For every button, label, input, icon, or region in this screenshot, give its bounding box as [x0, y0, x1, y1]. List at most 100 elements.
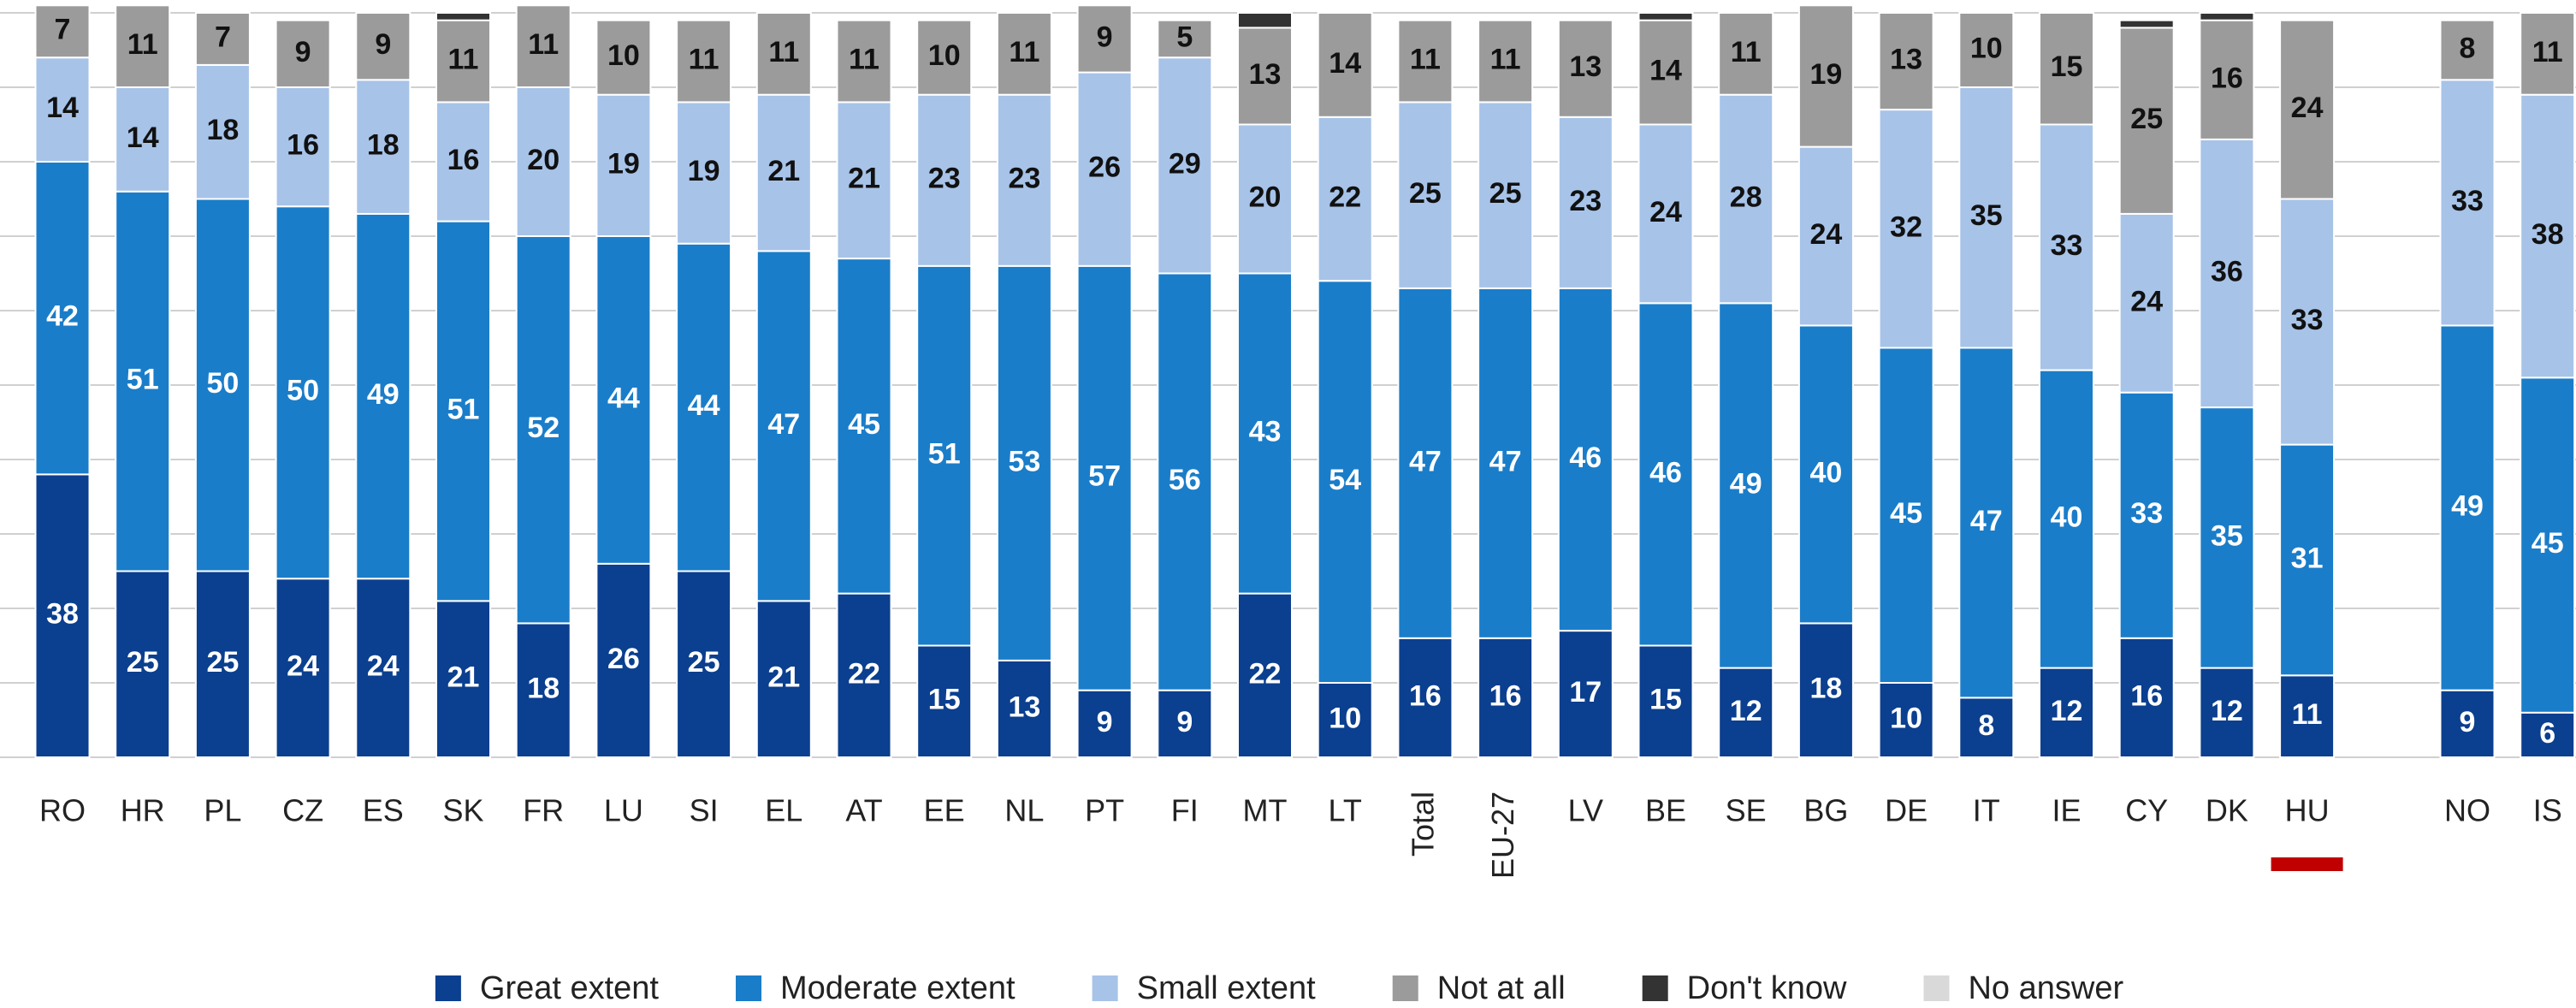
bar-segment [676, 242, 732, 572]
bar-segment [676, 101, 732, 245]
bar-segment [2118, 212, 2175, 394]
bar-segment [2439, 79, 2496, 327]
bar-segment [595, 562, 652, 758]
bar-segment [1076, 264, 1133, 691]
x-tick-label: CY [2125, 793, 2168, 828]
value-label: 20 [527, 144, 560, 176]
bar-segment [1157, 19, 1213, 59]
x-tick-label: NL [1004, 793, 1044, 828]
bar-segment [2279, 443, 2336, 677]
bar-segment [1237, 27, 1293, 126]
bar-segment [2279, 198, 2336, 446]
x-tick-label: ES [363, 793, 404, 828]
legend-label: Small extent [1137, 970, 1317, 1006]
value-label: 6 [2539, 717, 2555, 750]
value-label: 18 [206, 114, 239, 146]
value-label: 25 [2130, 103, 2163, 135]
legend-item: Moderate extent [736, 970, 1016, 1006]
value-label: 14 [127, 122, 159, 154]
value-label: 7 [55, 14, 71, 46]
legend-swatch [435, 975, 461, 1001]
value-label: 17 [1569, 676, 1602, 709]
value-label: 11 [448, 44, 479, 76]
value-label: 11 [2532, 36, 2563, 68]
bar-segment [355, 212, 412, 580]
value-label: 15 [2051, 50, 2083, 83]
value-label: 29 [1169, 147, 1201, 180]
bar-segment [1637, 19, 1694, 126]
bar-segment [2520, 12, 2576, 96]
bar-segment [1958, 12, 2015, 88]
x-tick-label: IE [2052, 793, 2081, 828]
bar-segment [595, 19, 652, 96]
bar-segment [194, 198, 251, 572]
x-tick-label: LV [1568, 793, 1603, 828]
bar-segment [1878, 347, 1934, 684]
bar-segment [1157, 689, 1213, 759]
x-tick-label: Total [1405, 792, 1440, 857]
bar-segment [1637, 644, 1694, 758]
value-label: 12 [1730, 695, 1762, 727]
value-label: 13 [1569, 50, 1602, 83]
bar-segment [1797, 324, 1854, 625]
bar-segment [2118, 637, 2175, 758]
value-label: 9 [375, 28, 391, 61]
value-label: 9 [1097, 706, 1113, 738]
x-tick-label: MT [1243, 793, 1288, 828]
x-tick-label: CZ [282, 793, 323, 828]
legend-item: Small extent [1092, 970, 1317, 1006]
bar-segment [275, 19, 331, 89]
bar-segment [1477, 19, 1534, 104]
value-label: 23 [1008, 163, 1040, 195]
bar-segment [996, 659, 1052, 759]
value-label: 36 [2211, 255, 2243, 288]
value-label: 33 [2130, 497, 2163, 530]
bar-segment [1237, 272, 1293, 595]
legend-item: Not at all [1392, 970, 1566, 1006]
legend-label: Great extent [480, 970, 660, 1006]
value-label: 25 [127, 646, 159, 679]
bar-segment [2199, 406, 2255, 669]
bar-segment [275, 86, 331, 208]
legend-swatch [736, 975, 762, 1001]
bar-segment [916, 644, 973, 758]
value-label: 20 [1249, 181, 1282, 213]
bar-segment [34, 56, 91, 163]
value-label: 15 [928, 684, 961, 716]
value-label: 49 [367, 378, 400, 411]
x-tick-label: PT [1085, 793, 1124, 828]
legend-label: No answer [1968, 970, 2123, 1006]
value-label: 43 [1249, 416, 1282, 448]
bar-segment [2118, 19, 2175, 29]
value-label: 8 [1978, 709, 1994, 742]
value-label: 16 [1489, 679, 1522, 712]
value-label: 47 [767, 408, 800, 441]
value-label: 10 [1329, 702, 1361, 734]
value-label: 51 [447, 393, 480, 425]
legend-item: Great extent [435, 970, 660, 1006]
bar-segment [1397, 637, 1454, 758]
bar-segment [1157, 272, 1213, 691]
value-label: 35 [1970, 199, 2003, 232]
value-label: 25 [206, 646, 239, 679]
value-label: 16 [1409, 679, 1442, 712]
bar-segment [836, 258, 892, 595]
bar-segment [515, 622, 571, 759]
x-tick-label: EE [924, 793, 965, 828]
x-tick-label: DE [1885, 793, 1928, 828]
legend: Great extent Moderate extent Small extent N… [435, 970, 2123, 1006]
value-label: 10 [928, 39, 961, 72]
bar-segment [2118, 391, 2175, 639]
value-label: 11 [768, 36, 799, 68]
bar-segment [355, 79, 412, 215]
bar-segment [435, 12, 491, 21]
bar-segment [1637, 302, 1694, 647]
bar-segment [1718, 93, 1774, 305]
value-label: 19 [1809, 58, 1842, 91]
value-label: 11 [1490, 44, 1521, 76]
value-label: 16 [2211, 62, 2243, 94]
value-label: 18 [367, 129, 400, 162]
value-label: 19 [607, 147, 640, 180]
bar-segment [595, 93, 652, 237]
value-label: 16 [447, 144, 480, 176]
